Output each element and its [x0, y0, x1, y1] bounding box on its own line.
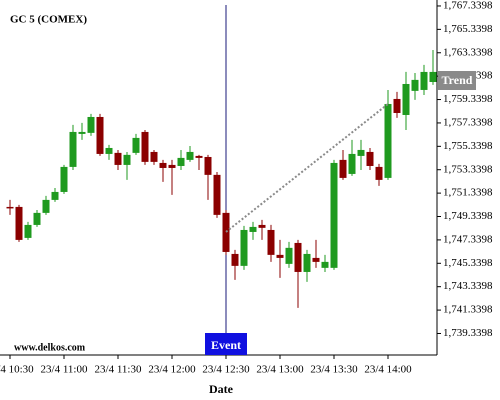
candle-body [60, 166, 68, 192]
candle-body [33, 212, 41, 225]
candle-body [330, 162, 338, 268]
candle-body [312, 257, 320, 262]
candle-body [384, 103, 392, 178]
candle-body [15, 206, 23, 240]
candle-body [69, 131, 77, 167]
candle-body [258, 224, 266, 228]
y-tick-label: 1,757.3398 [443, 116, 493, 128]
y-tick-label: 1,753.3398 [443, 163, 493, 175]
x-tick-label: 23/4 10:30 [0, 364, 34, 376]
x-tick-label: 23/4 12:00 [148, 364, 196, 376]
candle-body [357, 149, 365, 156]
candle-body [105, 147, 113, 154]
candle-body [204, 156, 212, 175]
trend-line [225, 103, 389, 233]
x-tick-label: 23/4 11:30 [95, 364, 142, 376]
candle-body [231, 253, 239, 266]
y-tick-label: 1,767.3398 [443, 0, 493, 11]
candle-body [420, 71, 428, 90]
candle-body [186, 151, 194, 160]
candle-body [177, 157, 185, 166]
y-tick-label: 1,743.3398 [443, 280, 493, 292]
y-tick-label: 1,747.3398 [443, 233, 493, 245]
candle-body [96, 116, 104, 154]
candle-body [429, 71, 437, 82]
candle-body [51, 191, 59, 200]
watermark: www.delkos.com [14, 342, 86, 353]
x-tick-label: 23/4 11:00 [41, 364, 88, 376]
candle-body [78, 131, 86, 134]
y-tick-label: 1,751.3398 [443, 187, 493, 199]
y-tick-label: 1,745.3398 [443, 257, 493, 269]
y-tick-label: 1,765.3398 [443, 23, 493, 35]
event-label: Event [211, 338, 241, 352]
y-tick-label: 1,755.3398 [443, 140, 493, 152]
candle-body [249, 226, 257, 232]
candle-body [114, 152, 122, 165]
candle-body [411, 79, 419, 91]
candle-body [240, 229, 248, 266]
candle-body [285, 247, 293, 264]
trend-badge [438, 71, 476, 90]
candle-body [6, 206, 14, 209]
candle-body [159, 162, 167, 168]
y-tick-label: 1,759.3398 [443, 93, 493, 105]
candle-body [267, 229, 275, 255]
candle-body [303, 253, 311, 272]
x-tick-label: 23/4 13:30 [310, 364, 358, 376]
candle-body [375, 166, 383, 180]
candle-body [150, 151, 158, 162]
candle-body [348, 153, 356, 174]
y-tick-label: 1,741.3398 [443, 304, 493, 316]
candle-body [339, 159, 347, 178]
candle-body [24, 224, 32, 238]
candle-body [222, 212, 230, 252]
candle-body [132, 137, 140, 153]
ticks: 1,739.3398 1,741.3398 1,743.3398 1,745.3398… [0, 0, 493, 376]
candle-body [168, 164, 176, 168]
candle-body [402, 83, 410, 115]
candle-body [123, 154, 131, 165]
candle-body [141, 131, 149, 162]
trend-label: Trend [442, 73, 473, 87]
candles [6, 49, 437, 308]
x-axis-title: Date [209, 382, 234, 396]
candle-body [321, 261, 329, 268]
y-tick-label: 1,749.3398 [443, 210, 493, 222]
x-tick-label: 23/4 14:00 [364, 364, 412, 376]
annotations: Trend Event [205, 71, 476, 355]
event-badge [205, 333, 247, 355]
candle-body [87, 116, 95, 133]
candle-body [393, 98, 401, 113]
chart-title: GC 5 (COMEX) [10, 14, 87, 26]
candle-body [42, 199, 50, 213]
y-tick-label: 1,739.3398 [443, 327, 493, 339]
y-tick-label: 1,763.3398 [443, 46, 493, 58]
candle-body [195, 155, 203, 158]
candle-body [294, 242, 302, 272]
candle-body [276, 254, 284, 258]
candle-body [213, 174, 221, 215]
x-tick-label: 23/4 12:30 [202, 364, 250, 376]
candle-body [366, 151, 374, 166]
x-tick-label: 23/4 13:00 [256, 364, 304, 376]
